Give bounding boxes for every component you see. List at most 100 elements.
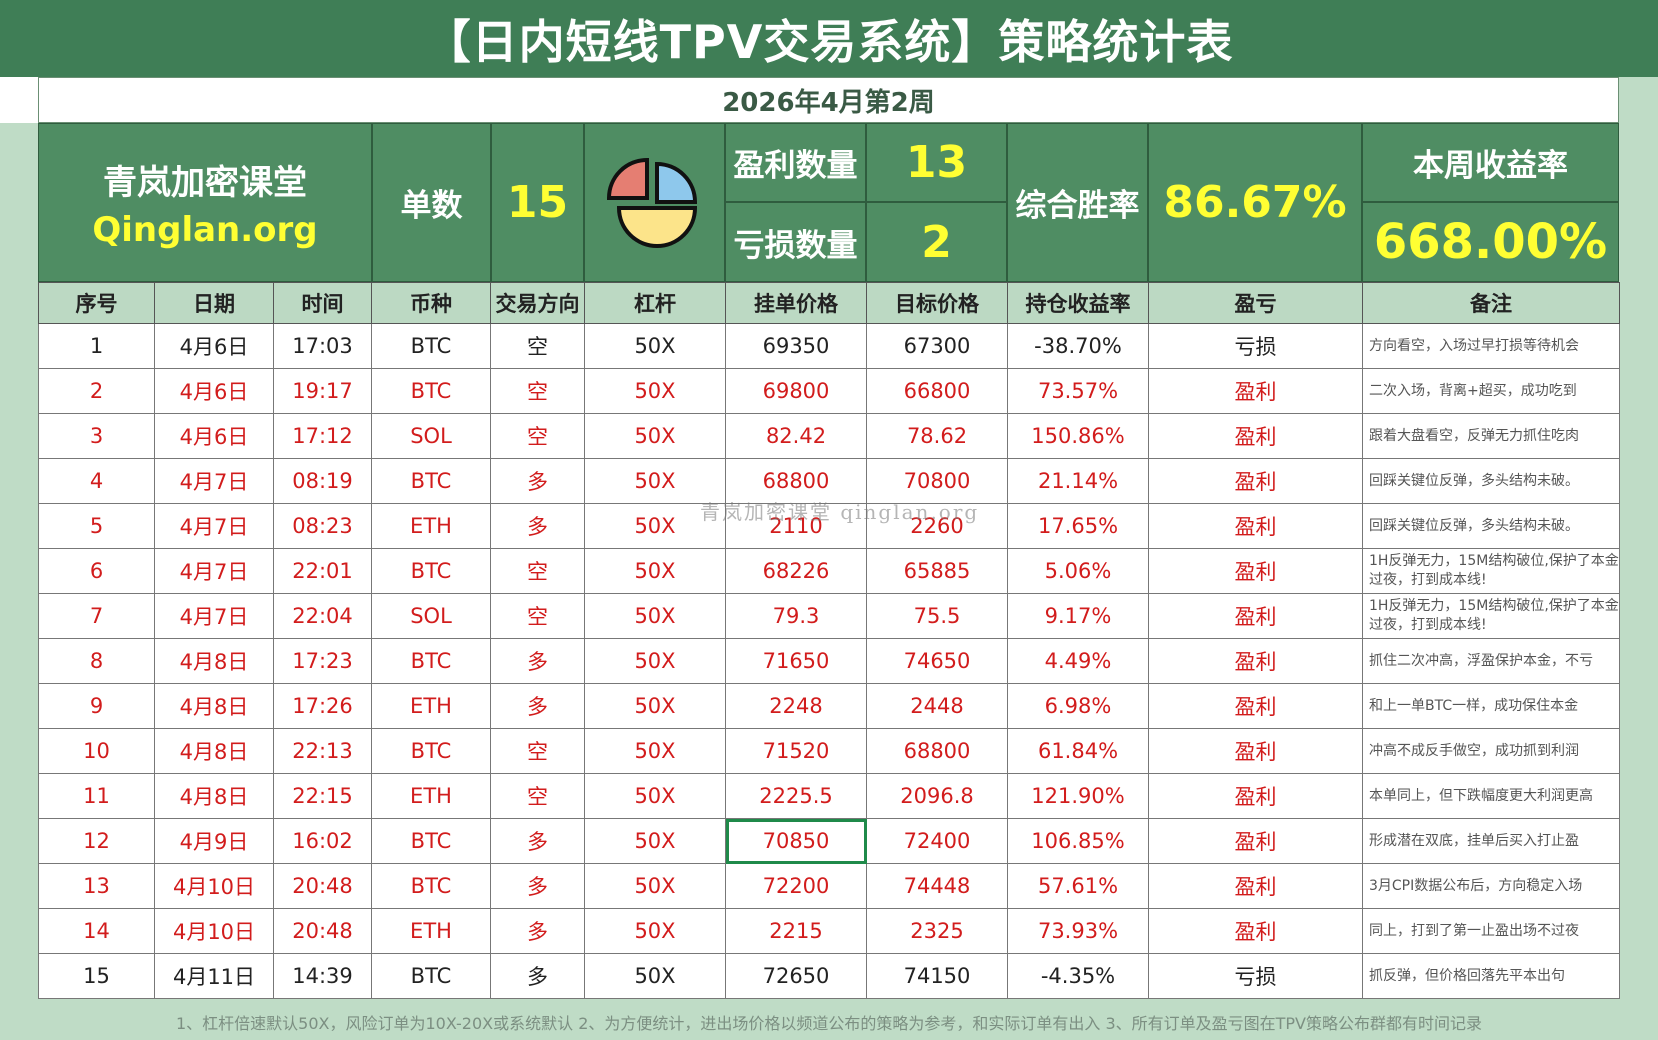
return-rate-cell[interactable]: 106.85%: [1007, 818, 1149, 864]
profit-loss-cell[interactable]: 盈利: [1148, 908, 1363, 954]
trade-time-cell[interactable]: 08:19: [273, 458, 372, 504]
trade-date-cell[interactable]: 4月8日: [154, 728, 274, 774]
leverage-cell[interactable]: 50X: [584, 728, 726, 774]
trade-date-cell[interactable]: 4月8日: [154, 638, 274, 684]
leverage-cell[interactable]: 50X: [584, 818, 726, 864]
profit-loss-cell[interactable]: 盈利: [1148, 683, 1363, 729]
profit-loss-cell[interactable]: 亏损: [1148, 323, 1363, 369]
profit-loss-cell[interactable]: 盈利: [1148, 728, 1363, 774]
coin-cell[interactable]: SOL: [371, 593, 491, 639]
row-number-cell[interactable]: 15: [38, 953, 155, 999]
coin-cell[interactable]: ETH: [371, 908, 491, 954]
coin-cell[interactable]: BTC: [371, 638, 491, 684]
trade-time-cell[interactable]: 17:03: [273, 323, 372, 369]
return-rate-cell[interactable]: 121.90%: [1007, 773, 1149, 819]
coin-cell[interactable]: BTC: [371, 323, 491, 369]
direction-cell[interactable]: 空: [490, 413, 585, 459]
trade-date-cell[interactable]: 4月6日: [154, 323, 274, 369]
leverage-cell[interactable]: 50X: [584, 413, 726, 459]
target-price-cell[interactable]: 67300: [866, 323, 1008, 369]
entry-price-cell[interactable]: 71650: [725, 638, 867, 684]
leverage-cell[interactable]: 50X: [584, 908, 726, 954]
trade-time-cell[interactable]: 17:26: [273, 683, 372, 729]
coin-cell[interactable]: BTC: [371, 953, 491, 999]
trade-time-cell[interactable]: 22:15: [273, 773, 372, 819]
row-number-cell[interactable]: 2: [38, 368, 155, 414]
coin-cell[interactable]: BTC: [371, 458, 491, 504]
trade-date-cell[interactable]: 4月10日: [154, 863, 274, 909]
remark-cell[interactable]: 跟着大盘看空，反弹无力抓住吃肉: [1362, 413, 1620, 459]
trade-time-cell[interactable]: 14:39: [273, 953, 372, 999]
remark-cell[interactable]: 同上，打到了第一止盈出场不过夜: [1362, 908, 1620, 954]
leverage-cell[interactable]: 50X: [584, 773, 726, 819]
remark-cell[interactable]: 冲高不成反手做空，成功抓到利润: [1362, 728, 1620, 774]
direction-cell[interactable]: 空: [490, 773, 585, 819]
entry-price-cell[interactable]: 68800: [725, 458, 867, 504]
target-price-cell[interactable]: 70800: [866, 458, 1008, 504]
leverage-cell[interactable]: 50X: [584, 953, 726, 999]
return-rate-cell[interactable]: 9.17%: [1007, 593, 1149, 639]
trade-date-cell[interactable]: 4月11日: [154, 953, 274, 999]
leverage-cell[interactable]: 50X: [584, 368, 726, 414]
row-number-cell[interactable]: 10: [38, 728, 155, 774]
trade-time-cell[interactable]: 22:13: [273, 728, 372, 774]
coin-cell[interactable]: SOL: [371, 413, 491, 459]
remark-cell[interactable]: 3月CPI数据公布后，方向稳定入场: [1362, 863, 1620, 909]
direction-cell[interactable]: 多: [490, 818, 585, 864]
target-price-cell[interactable]: 75.5: [866, 593, 1008, 639]
trade-time-cell[interactable]: 20:48: [273, 908, 372, 954]
row-number-cell[interactable]: 7: [38, 593, 155, 639]
profit-loss-cell[interactable]: 盈利: [1148, 818, 1363, 864]
column-header[interactable]: 杠杆: [584, 282, 726, 324]
column-header[interactable]: 备注: [1362, 282, 1620, 324]
leverage-cell[interactable]: 50X: [584, 458, 726, 504]
entry-price-cell[interactable]: 68226: [725, 548, 867, 594]
trade-time-cell[interactable]: 19:17: [273, 368, 372, 414]
row-number-cell[interactable]: 5: [38, 503, 155, 549]
row-number-cell[interactable]: 1: [38, 323, 155, 369]
entry-price-cell[interactable]: 69350: [725, 323, 867, 369]
trade-date-cell[interactable]: 4月8日: [154, 773, 274, 819]
trade-date-cell[interactable]: 4月8日: [154, 683, 274, 729]
return-rate-cell[interactable]: 61.84%: [1007, 728, 1149, 774]
trade-date-cell[interactable]: 4月6日: [154, 368, 274, 414]
coin-cell[interactable]: ETH: [371, 773, 491, 819]
target-price-cell[interactable]: 68800: [866, 728, 1008, 774]
entry-price-cell[interactable]: 79.3: [725, 593, 867, 639]
entry-price-cell[interactable]: 2215: [725, 908, 867, 954]
coin-cell[interactable]: BTC: [371, 368, 491, 414]
return-rate-cell[interactable]: 6.98%: [1007, 683, 1149, 729]
profit-loss-cell[interactable]: 亏损: [1148, 953, 1363, 999]
trade-date-cell[interactable]: 4月7日: [154, 548, 274, 594]
profit-loss-cell[interactable]: 盈利: [1148, 458, 1363, 504]
return-rate-cell[interactable]: -38.70%: [1007, 323, 1149, 369]
trade-date-cell[interactable]: 4月7日: [154, 503, 274, 549]
column-header[interactable]: 序号: [38, 282, 155, 324]
direction-cell[interactable]: 多: [490, 458, 585, 504]
trade-time-cell[interactable]: 17:12: [273, 413, 372, 459]
coin-cell[interactable]: BTC: [371, 863, 491, 909]
trade-date-cell[interactable]: 4月10日: [154, 908, 274, 954]
remark-cell[interactable]: 方向看空，入场过早打损等待机会: [1362, 323, 1620, 369]
leverage-cell[interactable]: 50X: [584, 683, 726, 729]
entry-price-cell[interactable]: 72200: [725, 863, 867, 909]
entry-price-cell[interactable]: 70850: [725, 818, 867, 864]
entry-price-cell[interactable]: 2110: [725, 503, 867, 549]
target-price-cell[interactable]: 2325: [866, 908, 1008, 954]
remark-cell[interactable]: 1H反弹无力，15M结构破位,保护了本金过夜，打到成本线!: [1362, 593, 1620, 639]
direction-cell[interactable]: 空: [490, 593, 585, 639]
coin-cell[interactable]: ETH: [371, 683, 491, 729]
leverage-cell[interactable]: 50X: [584, 503, 726, 549]
target-price-cell[interactable]: 2096.8: [866, 773, 1008, 819]
profit-loss-cell[interactable]: 盈利: [1148, 638, 1363, 684]
direction-cell[interactable]: 多: [490, 953, 585, 999]
column-header[interactable]: 持仓收益率: [1007, 282, 1149, 324]
target-price-cell[interactable]: 2260: [866, 503, 1008, 549]
row-number-cell[interactable]: 9: [38, 683, 155, 729]
column-header[interactable]: 目标价格: [866, 282, 1008, 324]
profit-loss-cell[interactable]: 盈利: [1148, 368, 1363, 414]
coin-cell[interactable]: BTC: [371, 728, 491, 774]
entry-price-cell[interactable]: 71520: [725, 728, 867, 774]
profit-loss-cell[interactable]: 盈利: [1148, 413, 1363, 459]
profit-loss-cell[interactable]: 盈利: [1148, 773, 1363, 819]
